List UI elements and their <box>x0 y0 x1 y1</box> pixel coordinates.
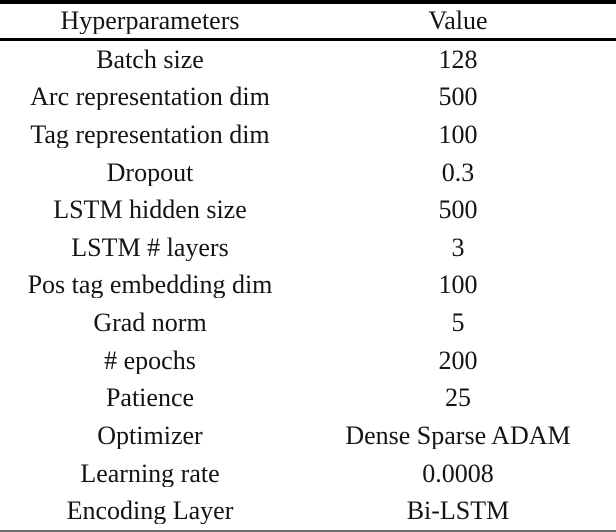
value-cell: 100 <box>438 122 478 149</box>
param-cell: Batch size <box>96 46 204 73</box>
param-cell: Learning rate <box>80 460 220 487</box>
value-cell: Bi-LSTM <box>406 498 510 525</box>
table-row-encoding-layer: Encoding Layer Bi-LSTM <box>0 492 616 530</box>
value-cell: 0.3 <box>441 159 475 186</box>
table-row-lstm-hidden-size: LSTM hidden size 500 <box>0 191 616 229</box>
value-cell: 100 <box>438 272 478 299</box>
param-cell: Encoding Layer <box>66 498 234 525</box>
value-cell: 500 <box>438 197 478 224</box>
table-header-row: Hyperparameters Value <box>0 4 616 41</box>
param-cell: LSTM hidden size <box>53 197 247 224</box>
value-cell: 5 <box>451 310 465 337</box>
param-cell: Pos tag embedding dim <box>27 272 273 299</box>
table-row-dropout: Dropout 0.3 <box>0 154 616 192</box>
table-row-batch-size: Batch size 128 <box>0 41 616 79</box>
param-cell: Optimizer <box>97 422 203 449</box>
table-row-num-epochs: # epochs 200 <box>0 342 616 380</box>
param-cell: Patience <box>105 385 195 412</box>
param-cell: # epochs <box>104 347 196 374</box>
table-row-lstm-num-layers: LSTM # layers 3 <box>0 229 616 267</box>
value-cell: Dense Sparse ADAM <box>345 422 571 449</box>
param-cell: Arc representation dim <box>30 84 270 111</box>
param-cell: LSTM # layers <box>71 234 229 261</box>
column-header-hyperparameters: Hyperparameters <box>60 8 240 34</box>
table-row-optimizer: Optimizer Dense Sparse ADAM <box>0 417 616 455</box>
table-row-pos-tag-embedding-dim: Pos tag embedding dim 100 <box>0 267 616 305</box>
table-row-grad-norm: Grad norm 5 <box>0 304 616 342</box>
value-cell: 200 <box>438 347 478 374</box>
param-cell: Grad norm <box>93 310 207 337</box>
value-cell: 500 <box>438 84 478 111</box>
value-cell: 3 <box>451 234 465 261</box>
value-cell: 128 <box>438 46 478 73</box>
table-row-tag-representation-dim: Tag representation dim 100 <box>0 116 616 154</box>
column-header-value: Value <box>428 8 488 34</box>
table-row-arc-representation-dim: Arc representation dim 500 <box>0 79 616 117</box>
value-cell: 0.0008 <box>422 460 494 487</box>
table-body: Batch size 128 Arc representation dim 50… <box>0 41 616 530</box>
table-row-patience: Patience 25 <box>0 379 616 417</box>
param-cell: Tag representation dim <box>30 122 270 149</box>
param-cell: Dropout <box>106 159 194 186</box>
value-cell: 25 <box>444 385 471 412</box>
table-row-learning-rate: Learning rate 0.0008 <box>0 455 616 493</box>
